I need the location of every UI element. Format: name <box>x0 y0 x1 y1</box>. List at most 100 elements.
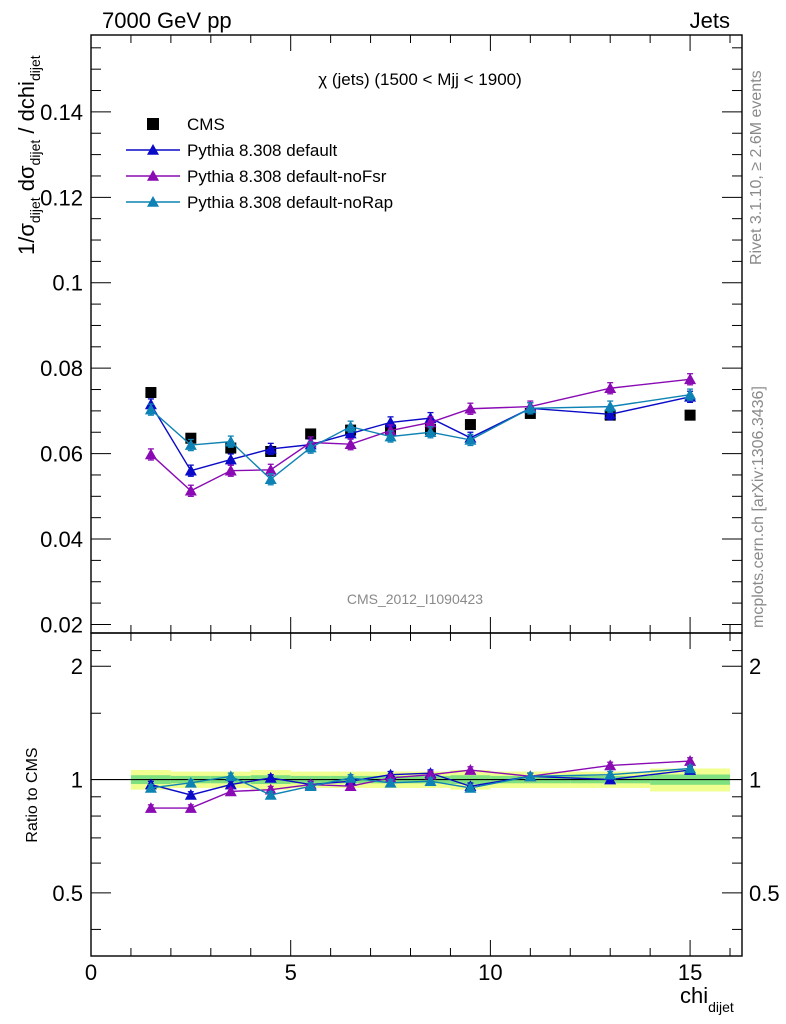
legend-marker <box>147 118 159 130</box>
y-tick-label: 1 <box>71 768 83 793</box>
data-point <box>384 424 397 436</box>
data-point <box>225 442 237 454</box>
ratio-data-point <box>344 780 357 792</box>
data-point <box>464 402 477 414</box>
ratio-data-point <box>184 776 197 788</box>
data-point <box>184 439 197 450</box>
data-point <box>264 463 277 475</box>
x-tick-label: 10 <box>478 960 502 985</box>
y-tick-label: 2 <box>71 654 83 679</box>
series-line <box>150 393 691 481</box>
data-point <box>344 420 357 432</box>
ratio-data-point <box>224 770 237 782</box>
data-point <box>684 409 696 421</box>
data-point <box>264 442 277 454</box>
header-left: 7000 GeV pp <box>102 8 232 33</box>
data-point <box>144 448 157 460</box>
y-tick-label: 0.02 <box>40 612 83 637</box>
ratio-data-point <box>424 768 437 780</box>
ratio-series-pythia-8-308-default-norap <box>144 762 697 800</box>
main-y-axis-label: 1/σdijet dσdijet / dchidijet <box>14 55 43 255</box>
series-line <box>150 396 691 472</box>
series-cms <box>145 387 696 457</box>
data-point <box>224 464 237 476</box>
data-point <box>264 473 277 485</box>
ratio-data-point <box>344 771 357 783</box>
x-tick-label: 5 <box>285 960 297 985</box>
legend-item: Pythia 8.308 default-noRap <box>126 193 393 212</box>
data-point <box>184 464 197 476</box>
data-point <box>464 433 477 445</box>
series-line <box>150 378 691 492</box>
data-point <box>604 408 617 420</box>
data-point <box>384 430 397 442</box>
y-tick-label: 0.12 <box>40 185 83 210</box>
ratio-data-point <box>684 755 697 766</box>
legend-marker <box>147 170 159 181</box>
x-axis-label: chidijet <box>680 983 734 1015</box>
ratio-axes: 0 5 10 15 0.5 0.5 1 1 2 2 <box>52 633 780 985</box>
ratio-data-point <box>464 764 477 775</box>
legend-label: Pythia 8.308 default-noRap <box>187 193 393 212</box>
data-point <box>184 484 197 496</box>
ratio-data-point <box>144 781 157 793</box>
ratio-data-point <box>184 788 197 800</box>
ratio-plot-frame <box>90 632 743 957</box>
ratio-series-line <box>150 767 691 796</box>
ratio-data-point <box>144 802 157 813</box>
ratio-data-point <box>464 781 477 793</box>
data-point <box>185 432 197 444</box>
y-tick-label: 0.5 <box>52 881 83 906</box>
y-tick-label: 0.1 <box>52 271 83 296</box>
ratio-data-point <box>264 788 277 800</box>
ratio-series-line <box>150 760 691 809</box>
rivet-version-label: Rivet 3.1.10, ≥ 2.6M events <box>748 70 765 265</box>
data-point <box>424 416 437 428</box>
ratio-data-point <box>604 759 617 771</box>
data-point <box>304 441 317 453</box>
data-point <box>424 426 437 438</box>
data-point <box>604 400 617 412</box>
header-right: Jets <box>690 8 730 33</box>
y-tick-label: 0.04 <box>40 527 83 552</box>
data-point <box>684 388 697 400</box>
legend-item: CMS <box>147 115 225 134</box>
series-pythia-8-308-default-norap <box>144 388 697 486</box>
ratio-y-axis-label: Ratio to CMS <box>24 747 41 842</box>
legend-label: Pythia 8.308 default <box>187 141 338 160</box>
ratio-data-point <box>604 768 617 780</box>
ratio-series <box>144 755 697 813</box>
y-tick-label-right: 0.5 <box>749 881 780 906</box>
data-point <box>224 435 237 447</box>
y-tick-label: 0.08 <box>40 356 83 381</box>
y-tick-label-right: 2 <box>749 654 761 679</box>
ratio-data-point <box>524 770 537 782</box>
ratio-data-point <box>184 802 197 813</box>
ratio-data-point <box>264 771 277 783</box>
y-tick-label: 0.14 <box>40 100 83 125</box>
data-point <box>344 438 357 450</box>
legend: CMS Pythia 8.308 default Pythia 8.308 defa… <box>126 115 393 212</box>
ratio-data-point <box>684 762 697 774</box>
x-tick-label: 0 <box>85 960 97 985</box>
main-series <box>144 373 697 497</box>
y-tick-label-right: 1 <box>749 768 761 793</box>
legend-label: Pythia 8.308 default-noFsr <box>187 167 387 186</box>
ratio-series-line <box>150 769 691 796</box>
data-point <box>344 427 357 439</box>
y-tick-label: 0.06 <box>40 442 83 467</box>
ratio-data-point <box>224 778 237 790</box>
main-chart-title: χ (jets) (1500 < Mjj < 1900) <box>318 70 522 89</box>
legend-item: Pythia 8.308 default <box>126 141 338 160</box>
data-point <box>145 387 157 399</box>
data-point <box>684 373 697 385</box>
ratio-data-point <box>424 775 437 787</box>
ratio-data-point <box>384 776 397 788</box>
data-point <box>305 428 317 440</box>
x-tick-label: 15 <box>678 960 702 985</box>
watermark: CMS_2012_I1090423 <box>347 591 483 607</box>
data-point <box>464 419 476 431</box>
data-point <box>144 403 157 415</box>
legend-item: Pythia 8.308 default-noFsr <box>126 167 387 186</box>
